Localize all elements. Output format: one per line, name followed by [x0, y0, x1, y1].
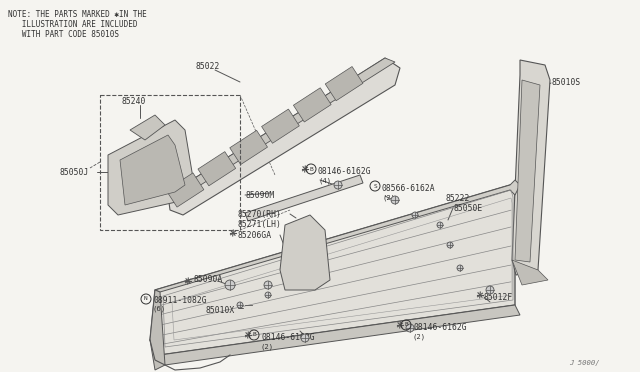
Text: 85012F: 85012F [484, 293, 513, 302]
Text: B: B [404, 323, 408, 327]
Text: 85010X: 85010X [205, 306, 234, 315]
Text: S: S [373, 183, 377, 189]
Polygon shape [130, 115, 165, 140]
Circle shape [457, 265, 463, 271]
Text: J 5000/: J 5000/ [570, 360, 600, 366]
Circle shape [391, 196, 399, 204]
Polygon shape [150, 290, 165, 370]
Polygon shape [515, 80, 540, 262]
Polygon shape [245, 175, 363, 221]
Polygon shape [293, 88, 331, 122]
Text: (2): (2) [413, 333, 426, 340]
Text: 85022: 85022 [195, 62, 220, 71]
Text: 85206GA: 85206GA [237, 231, 271, 240]
Polygon shape [325, 67, 363, 101]
Circle shape [447, 242, 453, 248]
Text: B: B [252, 333, 256, 337]
Polygon shape [160, 305, 520, 365]
Text: 08911-1082G: 08911-1082G [153, 296, 207, 305]
Text: 08146-6162G: 08146-6162G [261, 333, 315, 342]
Polygon shape [262, 109, 300, 143]
Bar [100, 95, 240, 230]
Text: 08146-6162G: 08146-6162G [318, 167, 372, 176]
Text: NOTE: THE PARTS MARKED ✱IN THE: NOTE: THE PARTS MARKED ✱IN THE [8, 10, 147, 19]
Text: 85050J: 85050J [60, 168, 89, 177]
Circle shape [412, 212, 418, 218]
Polygon shape [155, 180, 520, 292]
Polygon shape [120, 135, 185, 205]
Text: 85270(RH): 85270(RH) [238, 210, 282, 219]
Text: 08146-6162G: 08146-6162G [413, 323, 467, 332]
Text: 85222: 85222 [445, 194, 469, 203]
Polygon shape [108, 120, 195, 215]
Text: B: B [309, 167, 313, 171]
Polygon shape [512, 60, 550, 275]
Polygon shape [166, 173, 204, 207]
Text: 08566-6162A: 08566-6162A [382, 184, 436, 193]
Text: 85050E: 85050E [453, 204, 483, 213]
Text: (4): (4) [318, 177, 331, 183]
Text: (6): (6) [153, 306, 166, 312]
Circle shape [437, 222, 443, 228]
Circle shape [264, 281, 272, 289]
Circle shape [486, 286, 494, 294]
Polygon shape [512, 260, 548, 285]
Polygon shape [150, 185, 515, 355]
Polygon shape [280, 215, 330, 290]
Text: 85271(LH): 85271(LH) [238, 220, 282, 229]
Circle shape [334, 181, 342, 189]
Text: 85010S: 85010S [551, 78, 580, 87]
Polygon shape [168, 58, 395, 198]
Text: 85240: 85240 [122, 97, 147, 106]
Polygon shape [168, 58, 400, 215]
Polygon shape [230, 130, 268, 164]
Text: (2): (2) [261, 343, 274, 350]
Circle shape [301, 334, 309, 342]
Text: 85090M: 85090M [245, 190, 275, 199]
Text: 85090A: 85090A [193, 276, 222, 285]
Circle shape [237, 302, 243, 308]
Circle shape [406, 324, 414, 332]
Circle shape [265, 292, 271, 298]
Circle shape [225, 280, 235, 290]
Text: WITH PART CODE 85010S: WITH PART CODE 85010S [8, 30, 119, 39]
Text: (2): (2) [382, 194, 395, 201]
Text: ILLUSTRATION ARE INCLUDED: ILLUSTRATION ARE INCLUDED [8, 20, 138, 29]
Text: N: N [144, 296, 148, 301]
Polygon shape [198, 152, 236, 186]
